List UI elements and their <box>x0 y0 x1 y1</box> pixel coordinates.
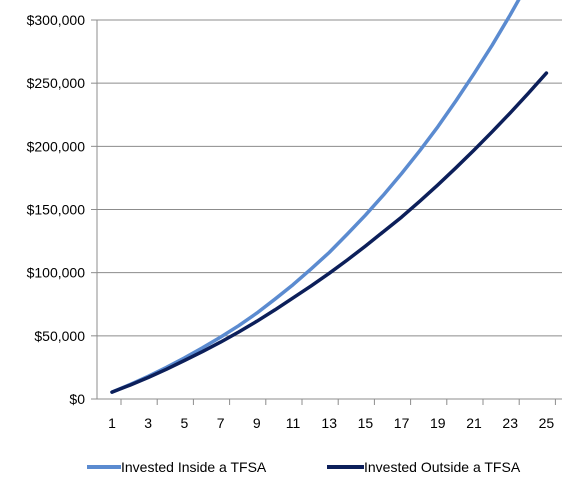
x-tick-label: 17 <box>394 415 410 431</box>
legend: Invested Inside a TFSA Invested Outside … <box>87 459 521 475</box>
y-tick-label: $250,000 <box>27 75 86 91</box>
y-tick-label: $150,000 <box>27 202 86 218</box>
series-line-inside-tfsa <box>110 0 521 394</box>
y-tick-label: $200,000 <box>27 138 86 154</box>
x-axis-tick-labels: 1 3 5 7 9 11 13 15 17 19 21 23 25 <box>108 415 554 431</box>
series-lines <box>110 0 549 394</box>
y-axis-tick-labels: $0 $50,000 $100,000 $150,000 $200,000 $250,00… <box>27 12 86 407</box>
x-tick-label: 3 <box>144 415 152 431</box>
legend-item-inside-tfsa: Invested Inside a TFSA <box>87 459 267 475</box>
x-tick-label: 21 <box>466 415 482 431</box>
y-tick-label: $300,000 <box>27 12 86 28</box>
x-tick-label: 25 <box>539 415 555 431</box>
y-tick-label: $0 <box>69 391 85 407</box>
y-tick-label: $50,000 <box>34 328 85 344</box>
y-tick-label: $100,000 <box>27 265 86 281</box>
axes <box>96 20 562 405</box>
x-tick-label: 9 <box>253 415 261 431</box>
series-line-outside-tfsa <box>110 71 549 394</box>
x-tick-label: 13 <box>321 415 337 431</box>
x-tick-label: 5 <box>181 415 189 431</box>
x-tick-label: 11 <box>286 415 301 431</box>
legend-label-outside-tfsa: Invested Outside a TFSA <box>364 459 521 475</box>
legend-item-outside-tfsa: Invested Outside a TFSA <box>327 459 521 475</box>
x-tick-label: 19 <box>430 415 446 431</box>
x-tick-label: 23 <box>502 415 518 431</box>
x-tick-label: 1 <box>108 415 116 431</box>
x-tick-label: 7 <box>217 415 225 431</box>
gridlines <box>91 19 562 400</box>
legend-label-inside-tfsa: Invested Inside a TFSA <box>121 459 267 475</box>
x-tick-label: 15 <box>358 415 374 431</box>
